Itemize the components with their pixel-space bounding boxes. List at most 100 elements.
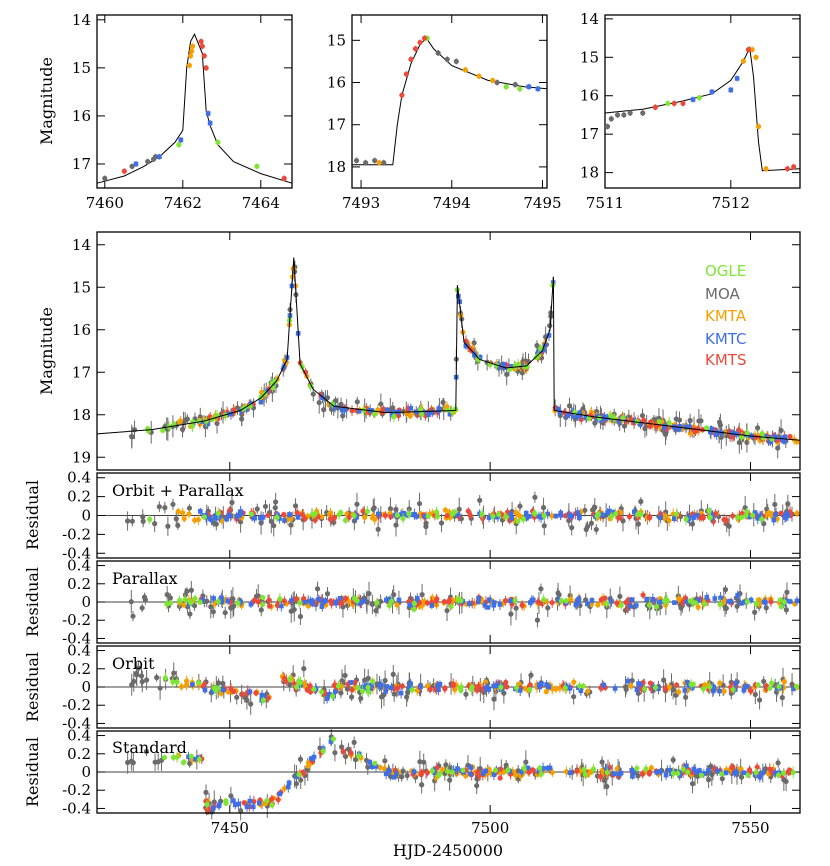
KMTA-point: [717, 680, 723, 686]
y-tick-label: 0.2: [67, 745, 91, 763]
OGLE-point: [685, 769, 691, 775]
KMTC-point: [658, 599, 664, 605]
MOA-point: [204, 598, 210, 604]
KMTS-point: [227, 507, 233, 514]
y-tick-label: 15: [72, 59, 91, 77]
KMTA-point: [614, 766, 620, 772]
y-tick-label: 17: [72, 363, 91, 381]
MOA-point: [363, 160, 369, 166]
KMTC-point: [755, 516, 761, 521]
KMTC-point: [216, 803, 222, 809]
MOA-point: [657, 604, 663, 610]
MOA-point: [623, 686, 629, 692]
y-tick-label: 16: [327, 74, 346, 92]
KMTA-point: [189, 43, 196, 49]
KMTC-point: [367, 759, 373, 765]
OGLE-point: [189, 423, 195, 429]
KMTC-point: [772, 512, 778, 518]
KMTC-point: [630, 774, 635, 779]
OGLE-point: [147, 516, 153, 522]
MOA-point: [538, 586, 544, 592]
MOA-point: [134, 672, 140, 678]
MOA-point: [297, 613, 304, 620]
KMTA-point: [585, 688, 591, 694]
MOA-point: [779, 694, 785, 701]
MOA-point: [128, 758, 134, 764]
residual-data-points: [128, 581, 800, 628]
OGLE-point: [248, 511, 254, 517]
KMTC-point: [277, 791, 283, 797]
y-tick-label: 0.2: [67, 660, 91, 678]
MOA-point: [417, 759, 423, 765]
KMTS-point: [421, 35, 428, 41]
OGLE-point: [776, 684, 782, 690]
MOA-point: [229, 499, 235, 506]
KMTS-point: [327, 516, 333, 522]
KMTS-point: [674, 682, 680, 688]
KMTC-point: [225, 598, 231, 604]
KMTC-point: [207, 516, 213, 522]
KMTC-point: [728, 87, 734, 93]
MOA-point: [342, 672, 348, 679]
MOA-point: [182, 417, 188, 423]
OGLE-point: [181, 759, 187, 765]
KMTA-point: [442, 507, 449, 513]
MOA-point: [400, 768, 406, 774]
KMTC-point: [691, 766, 697, 772]
KMTC-point: [384, 407, 390, 413]
OGLE-point: [469, 684, 475, 690]
MOA-point: [614, 112, 621, 118]
KMTS-point: [641, 417, 647, 423]
KMTC-point: [468, 765, 474, 770]
OGLE-point: [730, 686, 736, 693]
KMTC-point: [782, 434, 788, 440]
y-tick-label: 18: [72, 406, 91, 424]
KMTC-point: [491, 602, 496, 608]
MOA-point: [152, 154, 159, 160]
KMTA-point: [377, 764, 383, 771]
KMTA-point: [549, 513, 555, 519]
KMTC-point: [494, 683, 499, 688]
MOA-point: [707, 764, 713, 770]
residual-data-points: [124, 491, 800, 537]
MOA-point: [354, 399, 360, 405]
KMTC-point: [389, 685, 394, 691]
KMTA-point: [319, 514, 325, 520]
KMTC-point: [508, 364, 514, 369]
OGLE-point: [692, 600, 699, 606]
OGLE-point: [277, 596, 283, 602]
KMTS-point: [465, 508, 471, 514]
KMTC-point: [244, 407, 249, 412]
MOA-point: [504, 371, 510, 377]
OGLE-point: [269, 802, 275, 808]
MOA-point: [438, 520, 445, 526]
OGLE-point: [541, 596, 547, 603]
KMTC-point: [383, 688, 389, 694]
KMTA-point: [372, 516, 378, 523]
KMTC-point: [261, 694, 267, 700]
OGLE-point: [406, 511, 412, 517]
MOA-point: [584, 523, 591, 530]
KMTC-point: [422, 514, 428, 519]
OGLE-point: [777, 597, 783, 603]
KMTS-point: [121, 168, 127, 174]
KMTC-point: [682, 688, 688, 693]
KMTC-point: [709, 89, 715, 95]
KMTC-point: [198, 508, 203, 514]
OGLE-point: [411, 600, 417, 606]
KMTA-point: [753, 54, 759, 60]
KMTS-point: [662, 686, 668, 692]
MOA-point: [763, 605, 769, 611]
OGLE-point: [642, 686, 648, 692]
KMTA-point: [522, 685, 528, 692]
KMTC-point: [578, 688, 584, 694]
OGLE-point: [707, 514, 713, 520]
KMTS-point: [427, 686, 433, 693]
KMTC-point: [535, 86, 541, 92]
KMTA-point: [687, 430, 693, 436]
MOA-point: [569, 525, 575, 531]
OGLE-point: [496, 511, 502, 518]
KMTC-point: [609, 599, 614, 604]
KMTC-point: [384, 684, 390, 689]
MOA-point: [416, 500, 423, 507]
